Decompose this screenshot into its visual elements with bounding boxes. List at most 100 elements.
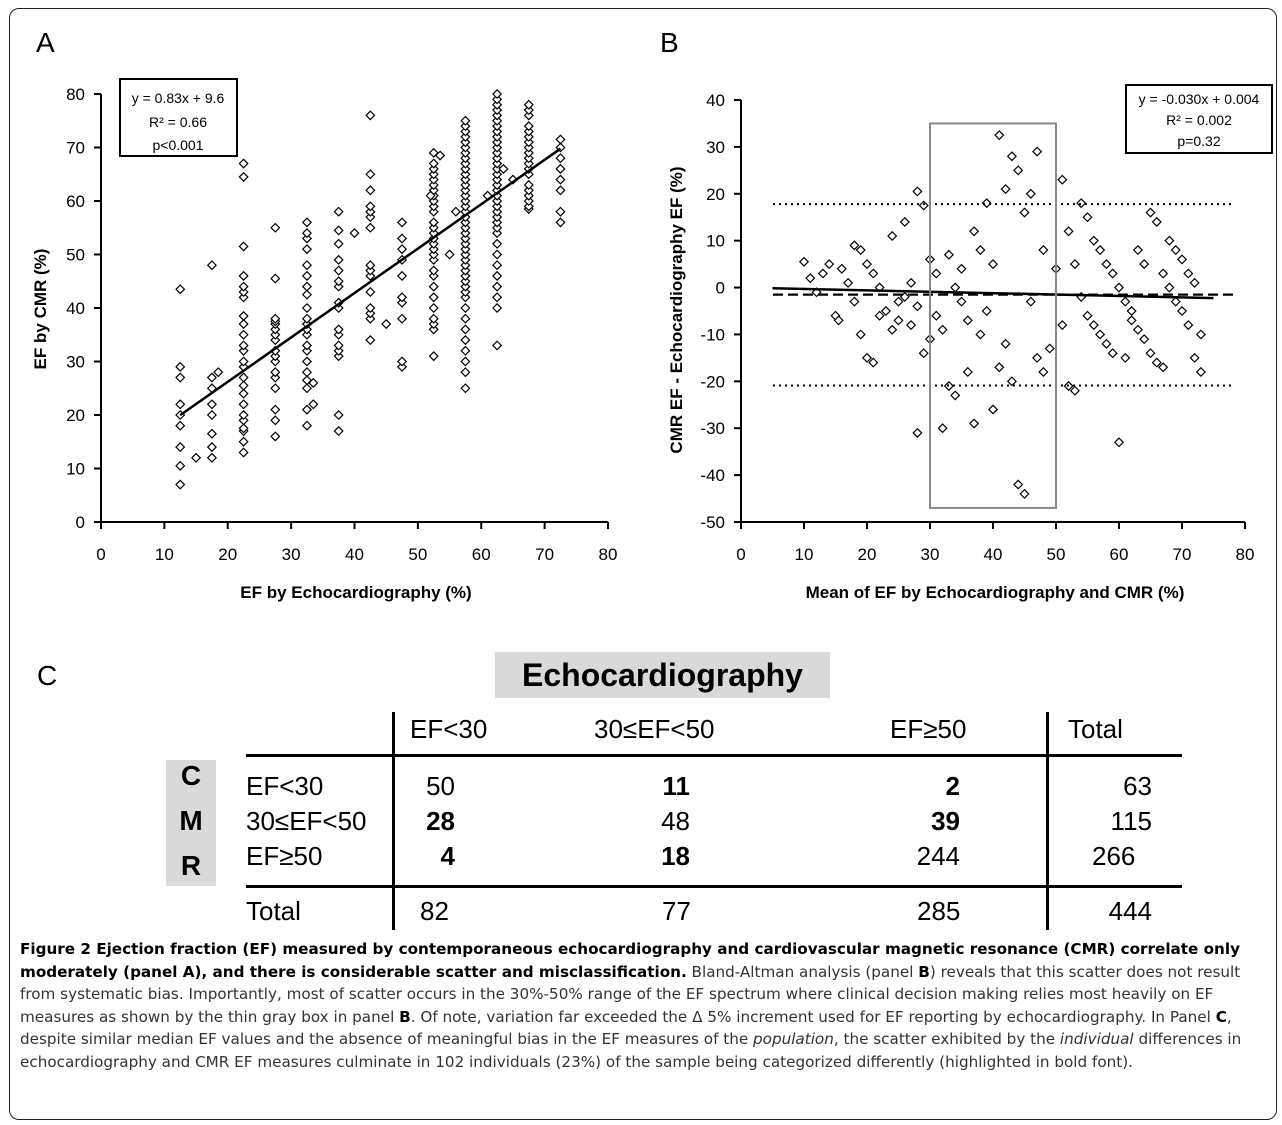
data-point [270, 372, 281, 383]
data-point [365, 308, 376, 319]
data-point [460, 201, 471, 212]
data-point [238, 388, 249, 399]
data-point [301, 244, 313, 255]
data-point [301, 217, 313, 228]
x-tick-label-a: 40 [345, 545, 364, 564]
data-point [492, 153, 503, 164]
data-point [396, 361, 408, 372]
data-point [492, 281, 503, 292]
caption-panel-ref: B [918, 962, 930, 981]
data-point [492, 179, 503, 190]
row-label-total: Total [246, 896, 301, 926]
y-tick-label-a: 70 [66, 139, 85, 158]
data-point [460, 254, 471, 265]
caption-panel-ref: C [1215, 1007, 1227, 1026]
data-point [238, 171, 249, 182]
data-point [428, 174, 439, 185]
data-point [428, 158, 439, 169]
data-point [460, 367, 471, 378]
data-point [238, 319, 249, 330]
data-point [365, 260, 376, 271]
data-point [349, 228, 360, 239]
data-point [492, 212, 503, 223]
data-point [333, 345, 344, 356]
caption-text: . Of note, variation far exceeded the Δ … [410, 1007, 1216, 1026]
data-point [555, 134, 566, 145]
data-point [555, 153, 566, 164]
data-point [428, 244, 439, 255]
data-point [270, 222, 281, 233]
data-point [238, 158, 249, 169]
data-point [333, 340, 344, 351]
data-point [333, 276, 344, 287]
cmr-axis-label: C M R [166, 760, 216, 886]
data-point [270, 383, 281, 394]
data-point [333, 225, 344, 236]
data-point [428, 319, 439, 330]
col-header-ef-ge-50: EF≥50 [890, 714, 967, 744]
total-cell: 285 [917, 896, 961, 926]
data-point [492, 228, 503, 239]
total-cell: 82 [420, 896, 449, 926]
data-point [460, 313, 471, 324]
caption-text: , the scatter exhibited by the [833, 1030, 1060, 1048]
caption-text: , despite similar median EF values and t… [20, 1007, 1232, 1049]
data-point [396, 297, 408, 308]
data-point [460, 222, 471, 233]
caption-emphasis: population [753, 1030, 834, 1048]
data-point [301, 340, 313, 351]
data-point [523, 131, 534, 142]
data-point [555, 163, 566, 174]
data-point [270, 329, 281, 340]
data-point [365, 286, 376, 297]
data-point [492, 147, 503, 158]
data-point [523, 153, 534, 164]
row-label-ef-ge-50: EF≥50 [246, 841, 323, 871]
data-point [460, 292, 471, 303]
data-point [175, 420, 186, 431]
data-point [270, 404, 281, 415]
data-point [333, 281, 344, 292]
data-point [308, 377, 319, 388]
table-cell-misclassified: 39 [931, 806, 960, 836]
data-point [301, 420, 313, 431]
regression-r2-a: R² = 0.66 [149, 114, 207, 130]
col-header-total: Total [1068, 714, 1123, 744]
y-tick-label-a: 50 [66, 246, 85, 265]
regression-box-a [119, 78, 238, 157]
col-header-ef-lt-30: EF<30 [410, 714, 488, 744]
x-tick-label-a: 30 [282, 545, 301, 564]
data-point [555, 217, 566, 228]
data-point [492, 260, 503, 271]
data-point [523, 142, 534, 153]
data-point [301, 356, 313, 367]
data-point [238, 399, 249, 410]
data-point [191, 452, 202, 463]
data-point [301, 289, 313, 300]
data-point [238, 241, 249, 252]
data-point [333, 324, 344, 335]
data-point [206, 372, 217, 383]
chart-a: A y = 0.83x + 9.6 R² = 0.66 p<0.001 0 10 2… [31, 27, 617, 602]
data-point [238, 423, 249, 434]
data-point [206, 428, 217, 439]
data-point [396, 233, 408, 244]
caption-text: Bland-Altman analysis (panel [686, 962, 919, 981]
data-point [444, 249, 455, 260]
data-point [270, 367, 281, 378]
data-point [301, 260, 313, 271]
data-point [365, 206, 376, 217]
data-point [523, 126, 534, 137]
data-point [238, 281, 249, 292]
data-point [428, 201, 439, 212]
data-point [460, 137, 471, 148]
data-point [523, 121, 534, 132]
data-point [301, 228, 313, 239]
data-point [523, 99, 534, 110]
data-point [270, 324, 281, 335]
table-cell: 244 [916, 841, 960, 871]
data-point [365, 110, 376, 121]
data-point [460, 195, 471, 207]
x-axis-label-a: EF by Echocardiography (%) [240, 583, 471, 602]
data-point [270, 273, 281, 284]
